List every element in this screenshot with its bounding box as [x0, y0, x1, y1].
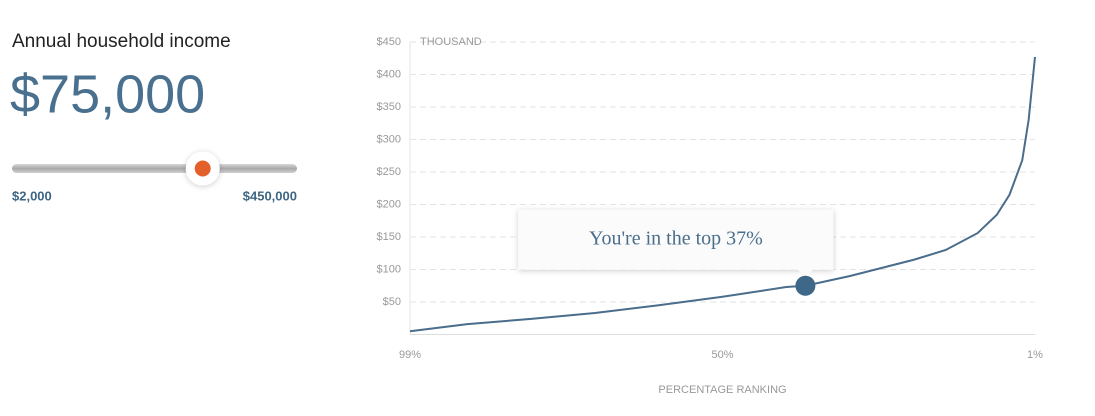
slider-max: $450,000 [243, 188, 297, 203]
tooltip-text: You're in the top 37% [589, 227, 763, 249]
slider-label: Annual household income [12, 31, 231, 52]
x-tick-label: 1% [1027, 349, 1043, 361]
tooltip-arrow [797, 269, 814, 278]
y-tick-label: $400 [377, 68, 401, 80]
x-axis-label: PERCENTAGE RANKING [658, 384, 786, 396]
chart: $50 $100 $150 $200 $250 $300 $350 $400 $450 THOUS… [377, 36, 1044, 396]
slider-min: $2,000 [12, 188, 52, 203]
y-tick-label: $300 [377, 133, 401, 145]
y-tick-label: $50 [383, 296, 401, 308]
knob-inner[interactable] [194, 160, 211, 177]
income-value: $75,000 [10, 64, 205, 124]
y-tick-label: $250 [377, 166, 401, 178]
x-tick-label: 50% [711, 349, 733, 361]
slider-knob[interactable] [185, 151, 220, 186]
y-tick-label: $100 [377, 263, 401, 275]
y-tick-label: $200 [377, 198, 401, 210]
tooltip-box [518, 209, 834, 270]
slider-track[interactable] [12, 164, 297, 173]
y-unit: THOUSAND [420, 36, 482, 48]
y-tick-label: $450 [377, 36, 401, 48]
y-tick-label: $150 [377, 231, 401, 243]
income-marker [795, 275, 816, 296]
income-line [409, 56, 1036, 333]
y-tick-label: $350 [377, 101, 401, 113]
x-tick-label: 99% [399, 349, 421, 361]
